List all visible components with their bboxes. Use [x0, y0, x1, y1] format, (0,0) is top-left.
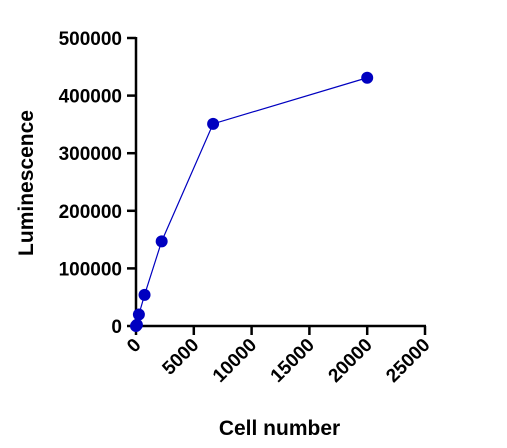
y-ticks: 0 100000 200000 300000 400000 500000	[59, 29, 136, 338]
axes	[134, 37, 426, 328]
x-tick-label: 5000	[159, 335, 204, 380]
x-tick-label: 20000	[325, 335, 377, 387]
data-point	[207, 117, 220, 130]
y-tick-label: 500000	[59, 29, 122, 50]
data-point	[130, 318, 143, 331]
x-tick-label: 0	[123, 335, 145, 357]
x-tick-label: 25000	[382, 335, 434, 387]
y-axis-title: Luminescence	[15, 110, 38, 256]
data-point	[138, 288, 151, 301]
x-axis-title: Cell number	[219, 417, 340, 440]
y-tick-label: 200000	[59, 202, 122, 223]
x-tick-label: 15000	[267, 335, 319, 387]
data-point	[361, 71, 374, 84]
y-tick-label: 100000	[59, 259, 122, 280]
series	[130, 71, 374, 332]
data-point	[155, 235, 168, 248]
y-tick-label: 300000	[59, 144, 122, 165]
x-ticks: 0 5000 10000 15000 20000 25000	[123, 326, 435, 387]
x-tick-label: 10000	[209, 335, 261, 387]
y-tick-label: 400000	[59, 87, 122, 108]
data-point	[132, 308, 145, 321]
y-tick-label: 0	[111, 317, 122, 338]
series-line	[135, 77, 368, 327]
